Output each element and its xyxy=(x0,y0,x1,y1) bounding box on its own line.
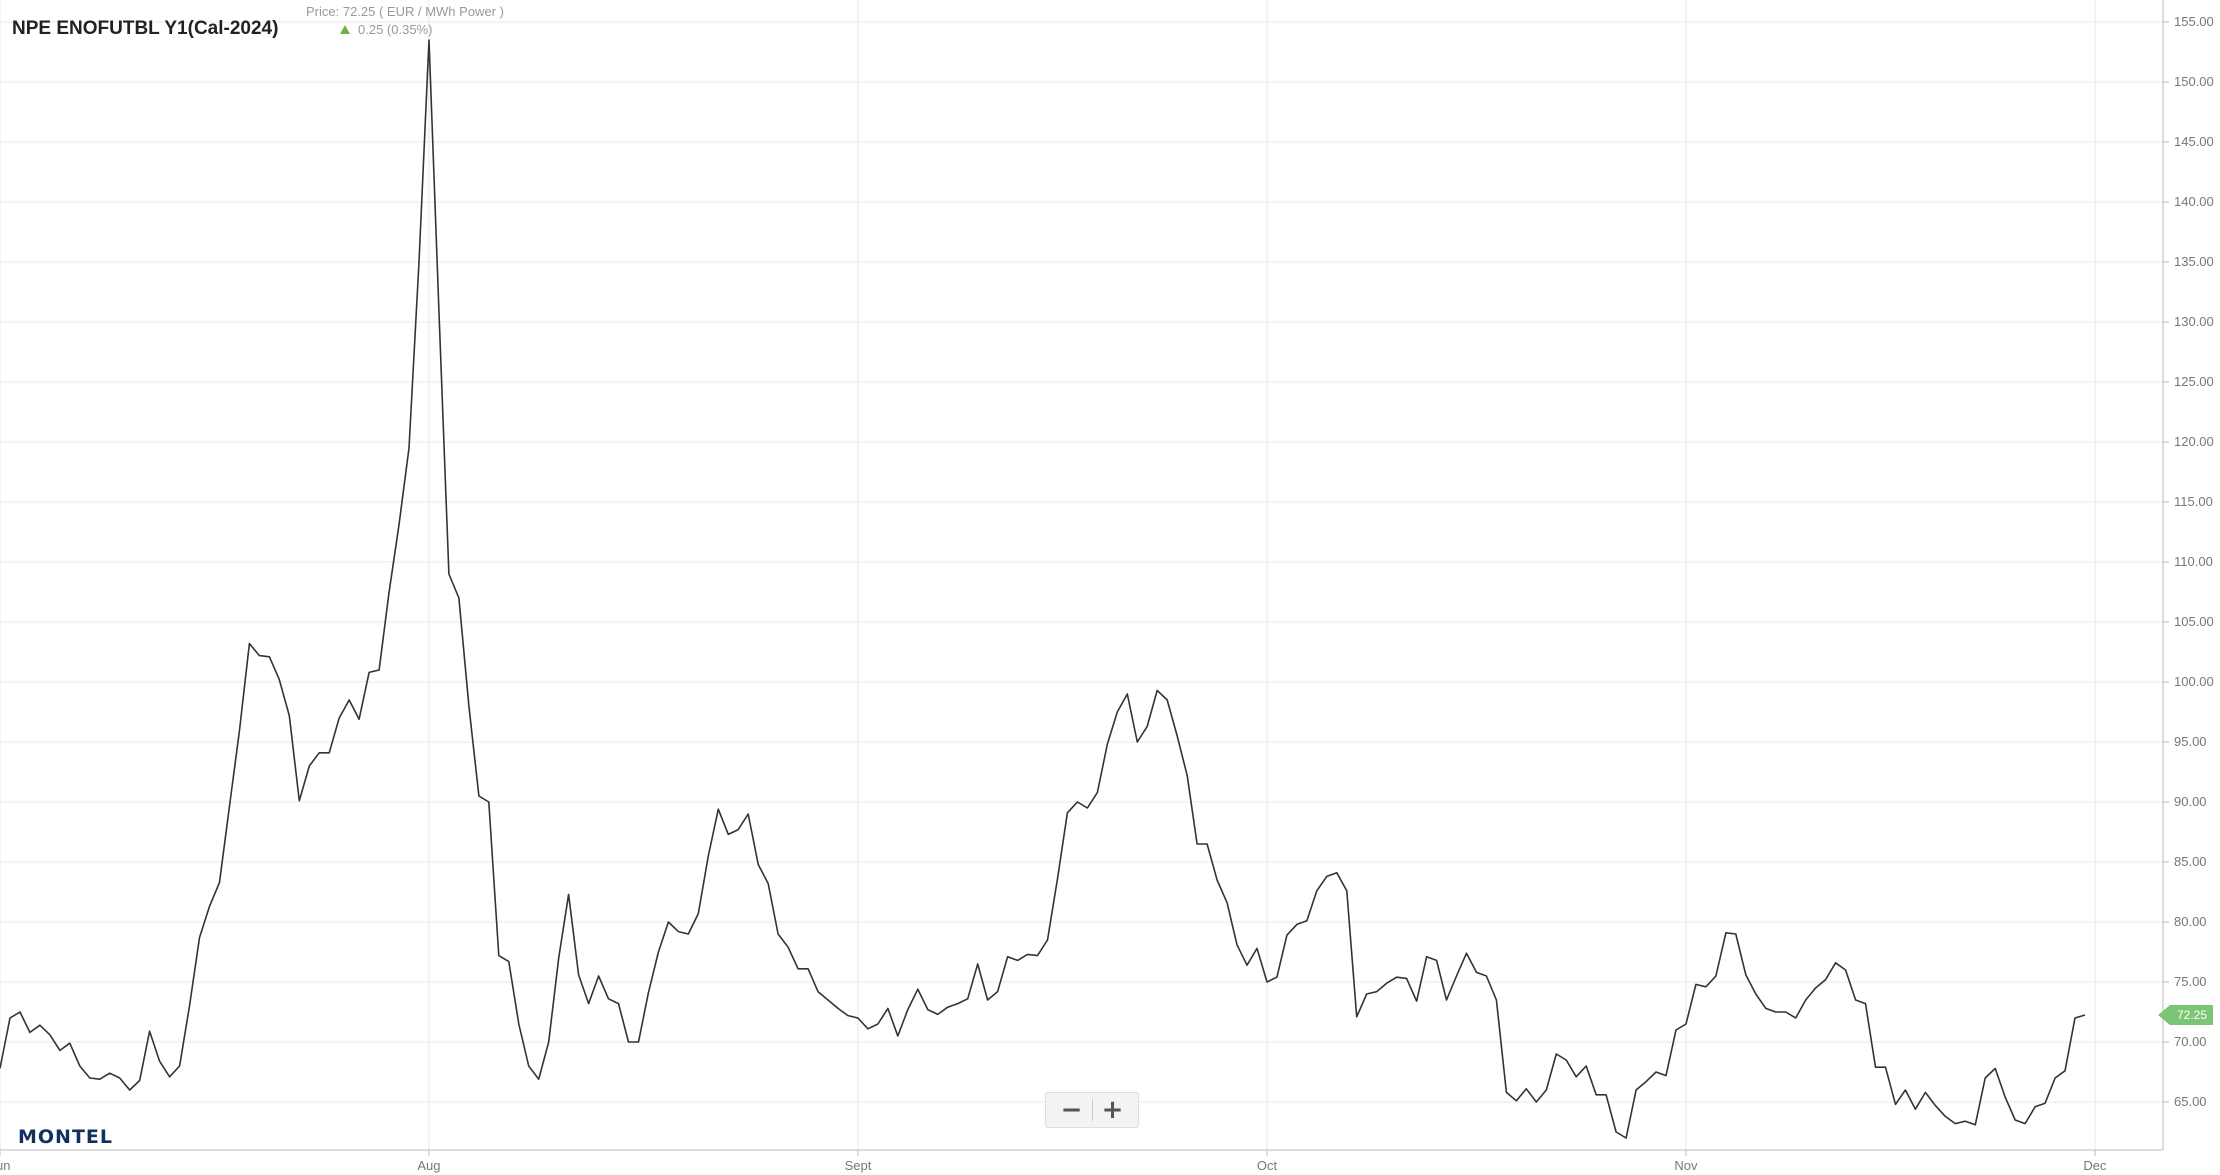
y-tick-label: 130.00 xyxy=(2174,314,2214,329)
y-tick-label: 95.00 xyxy=(2174,734,2207,749)
price-info: Price: 72.25 ( EUR / MWh Power ) xyxy=(306,4,504,19)
x-tick-label: Sept xyxy=(845,1158,872,1173)
zoom-out-button[interactable]: − xyxy=(1060,1095,1083,1125)
y-tick-label: 65.00 xyxy=(2174,1094,2207,1109)
x-tick-label: Aug xyxy=(417,1158,440,1173)
chart-grid xyxy=(0,0,2163,1150)
arrow-up-icon xyxy=(340,25,350,34)
zoom-separator xyxy=(1091,1099,1093,1121)
y-tick-label: 140.00 xyxy=(2174,194,2214,209)
chart-title: NPE ENOFUTBL Y1(Cal-2024) xyxy=(12,18,279,39)
y-tick-label: 85.00 xyxy=(2174,854,2207,869)
y-tick-label: 75.00 xyxy=(2174,974,2207,989)
price-change: 0.25 (0.35%) xyxy=(340,22,432,37)
y-tick-label: 120.00 xyxy=(2174,434,2214,449)
y-tick-label: 110.00 xyxy=(2174,554,2213,569)
y-tick-label: 135.00 xyxy=(2174,254,2214,269)
x-tick-label: Nov xyxy=(1674,1158,1698,1173)
y-tick-label: 90.00 xyxy=(2174,794,2207,809)
x-tick-label: Dec xyxy=(2083,1158,2107,1173)
y-tick-label: 70.00 xyxy=(2174,1034,2207,1049)
x-tick-label: Oct xyxy=(1257,1158,1278,1173)
y-tick-label: 145.00 xyxy=(2174,134,2214,149)
y-tick-label: 155.00 xyxy=(2174,14,2214,29)
last-price-tag-shape xyxy=(2158,1005,2213,1025)
zoom-in-button[interactable]: + xyxy=(1101,1095,1124,1125)
price-line xyxy=(0,39,2086,1139)
y-tick-label: 150.00 xyxy=(2174,74,2214,89)
x-tick-label: Jun xyxy=(0,1158,10,1173)
y-axis-tick-labels: 65.00 70.00 75.00 80.00 85.00 90.00 95.00 100.0… xyxy=(2174,14,2214,1109)
last-price-tag: 72.25 xyxy=(2158,1005,2213,1025)
x-axis-tick-labels: JunAugSeptOctNovDec2023FebMarApr xyxy=(0,1158,2107,1173)
last-price-tag-label: 72.25 xyxy=(2177,1008,2207,1022)
price-series xyxy=(0,39,2086,1139)
montel-logo: MONTEL xyxy=(18,1126,114,1148)
price-change-text: 0.25 (0.35%) xyxy=(358,22,433,37)
y-tick-label: 125.00 xyxy=(2174,374,2214,389)
y-tick-label: 105.00 xyxy=(2174,614,2214,629)
zoom-control: − + xyxy=(1045,1092,1139,1128)
y-tick-label: 115.00 xyxy=(2174,494,2213,509)
y-tick-label: 100.00 xyxy=(2174,674,2214,689)
y-tick-label: 80.00 xyxy=(2174,914,2207,929)
